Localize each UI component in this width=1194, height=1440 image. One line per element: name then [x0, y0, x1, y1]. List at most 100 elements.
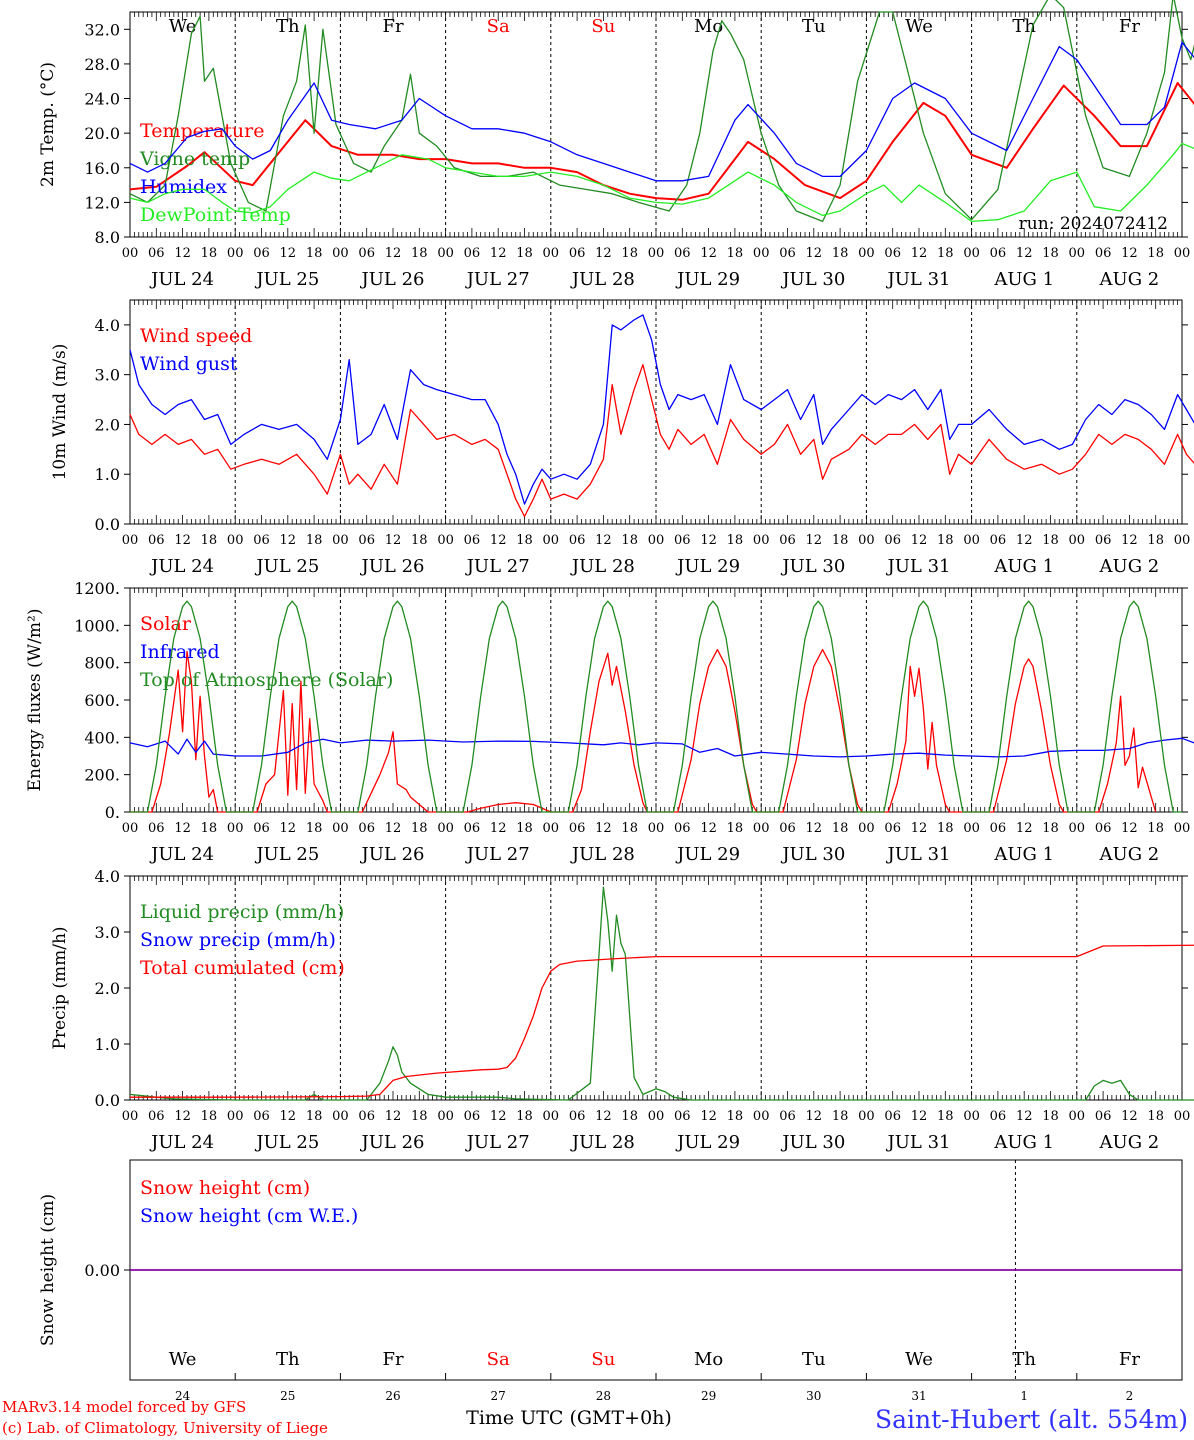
date-label: JUL 27 — [465, 269, 530, 290]
y-tick-label: 1.0 — [95, 1035, 120, 1054]
hour-label: 00 — [1174, 1109, 1191, 1124]
hour-label: 12 — [174, 1109, 191, 1124]
hour-label: 06 — [779, 533, 796, 548]
hour-label: 18 — [201, 1109, 218, 1124]
hour-label: 00 — [648, 821, 665, 836]
run-label: run: 2024072412 — [1019, 214, 1168, 234]
date-label: JUL 31 — [886, 556, 951, 577]
hour-label: 00 — [437, 533, 454, 548]
hour-label: 12 — [280, 246, 297, 261]
hour-label: 00 — [122, 246, 139, 261]
hour-label: 00 — [963, 533, 980, 548]
legend-entry: Humidex — [140, 176, 227, 198]
hour-label: 00 — [648, 1109, 665, 1124]
date-label: JUL 30 — [780, 556, 845, 577]
hour-label: 18 — [306, 246, 323, 261]
weekday-label: Tu — [802, 16, 826, 37]
credit-line-2: (c) Lab. of Climatology, University of L… — [2, 1419, 328, 1437]
hour-label: 06 — [990, 821, 1007, 836]
hour-label: 18 — [937, 246, 954, 261]
y-axis-label: 10m Wind (m/s) — [50, 344, 70, 481]
y-tick-label: 2.0 — [95, 415, 120, 434]
date-label: JUL 25 — [254, 844, 319, 865]
hour-label: 18 — [411, 533, 428, 548]
legend-entry: Snow height (cm) — [140, 1177, 310, 1199]
hour-label: 06 — [569, 821, 586, 836]
hour-label: 18 — [727, 246, 744, 261]
hour-label: 12 — [1016, 533, 1033, 548]
hour-label: 06 — [990, 533, 1007, 548]
legend-entry: Top of Atmosphere (Solar) — [140, 669, 393, 691]
date-label: AUG 2 — [1099, 844, 1160, 865]
y-tick-label: 200. — [84, 766, 120, 785]
date-label: JUL 28 — [570, 556, 635, 577]
y-axis-label: Snow height (cm) — [38, 1194, 58, 1346]
hour-label: 18 — [832, 533, 849, 548]
hour-label: 18 — [727, 533, 744, 548]
hour-label: 06 — [674, 821, 691, 836]
hour-label: 18 — [306, 821, 323, 836]
date-label: JUL 30 — [780, 844, 845, 865]
y-tick-label: 1200. — [74, 579, 120, 598]
hour-label: 12 — [700, 821, 717, 836]
y-tick-label: 3.0 — [95, 923, 120, 942]
y-tick-label: 0.0 — [95, 515, 120, 534]
hour-label: 00 — [753, 533, 770, 548]
hour-label: 18 — [832, 1109, 849, 1124]
hour-label: 18 — [621, 1109, 638, 1124]
hour-label: 12 — [280, 1109, 297, 1124]
legend-entry: Vigne temp — [139, 148, 250, 170]
date-label: JUL 29 — [675, 844, 740, 865]
hour-label: 12 — [806, 533, 823, 548]
hour-label: 00 — [1069, 1109, 1086, 1124]
date-label: JUL 31 — [886, 1132, 951, 1153]
date-label: JUL 26 — [360, 269, 425, 290]
hour-label: 18 — [937, 1109, 954, 1124]
hour-label: 18 — [1147, 533, 1164, 548]
hour-label: 12 — [1121, 821, 1138, 836]
hour-label: 12 — [1016, 1109, 1033, 1124]
date-label: JUL 30 — [780, 269, 845, 290]
y-tick-label: 1000. — [74, 616, 120, 635]
hour-label: 00 — [753, 246, 770, 261]
weekday-label: Th — [276, 1349, 300, 1370]
weekday-label: Th — [1012, 16, 1036, 37]
hour-label: 18 — [516, 246, 533, 261]
day-number: 25 — [280, 1389, 295, 1403]
date-label: JUL 29 — [675, 269, 740, 290]
hour-label: 18 — [1042, 821, 1059, 836]
date-label: JUL 24 — [149, 844, 214, 865]
series-line-liquid-precip-mm-h — [129, 886, 1194, 1101]
day-number: 29 — [701, 1389, 716, 1403]
plot-frame — [129, 299, 1183, 525]
day-number: 26 — [385, 1389, 400, 1403]
weekday-label: Fr — [1119, 1349, 1140, 1370]
hour-label: 12 — [806, 1109, 823, 1124]
hour-label: 06 — [674, 246, 691, 261]
date-label: JUL 24 — [149, 269, 214, 290]
hour-label: 12 — [911, 533, 928, 548]
hour-label: 18 — [1147, 1109, 1164, 1124]
hour-label: 00 — [332, 1109, 349, 1124]
hour-label: 12 — [700, 533, 717, 548]
hour-label: 12 — [806, 246, 823, 261]
series-line-wind-gust — [129, 314, 1194, 505]
date-label: AUG 2 — [1099, 556, 1160, 577]
hour-label: 00 — [1174, 821, 1191, 836]
legend-entry: Wind gust — [140, 353, 238, 375]
hour-label: 06 — [884, 246, 901, 261]
hour-label: 18 — [411, 246, 428, 261]
date-label: JUL 31 — [886, 269, 951, 290]
hour-label: 18 — [201, 533, 218, 548]
legend-entry: Liquid precip (mm/h) — [140, 901, 344, 923]
hour-label: 00 — [122, 1109, 139, 1124]
hour-label: 00 — [1069, 533, 1086, 548]
weekday-label: Th — [276, 16, 300, 37]
date-label: JUL 24 — [149, 556, 214, 577]
hour-label: 06 — [253, 1109, 270, 1124]
hour-label: 06 — [464, 1109, 481, 1124]
hour-label: 00 — [227, 246, 244, 261]
hour-label: 18 — [201, 821, 218, 836]
day-number: 28 — [596, 1389, 611, 1403]
hour-label: 06 — [674, 533, 691, 548]
